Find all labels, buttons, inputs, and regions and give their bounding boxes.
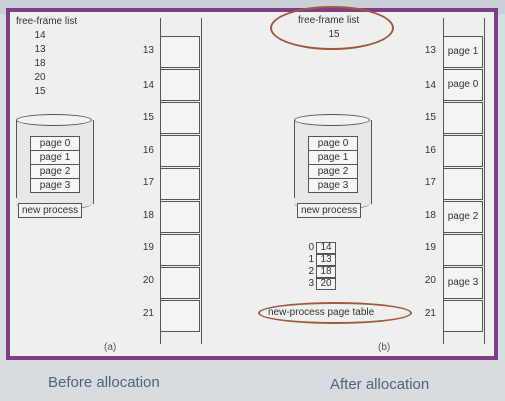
- page-item: page 3: [39, 180, 71, 191]
- memory-frame: [443, 300, 483, 332]
- caption-b: (b): [378, 342, 391, 353]
- page-table-row: 0 14: [304, 242, 344, 254]
- frame-number-a: 17: [142, 177, 154, 188]
- memory-frame: [160, 168, 200, 200]
- page-table-index: 2: [308, 266, 314, 277]
- free-frame-list-title-a: free-frame list: [16, 16, 78, 27]
- frame-number-b: 14: [424, 80, 436, 91]
- memory-frame: page 2: [443, 201, 483, 233]
- page-table-row: 1 13: [304, 254, 344, 266]
- page-item: page 1: [309, 151, 357, 165]
- frame-number-a: 14: [142, 80, 154, 91]
- page-table-row: 3 20: [304, 278, 344, 290]
- disk-cylinder-a: page 0 page 1 page 2 page 3: [16, 114, 94, 214]
- free-frame-a-3: 20: [34, 72, 46, 83]
- frame-number-b: 18: [424, 210, 436, 221]
- memory-frame: page 0: [443, 69, 483, 101]
- page-item: page 0: [31, 137, 79, 151]
- page-table-index: 3: [308, 278, 314, 289]
- memory-frame: page 3: [443, 267, 483, 299]
- page-table-frame: 18: [316, 266, 336, 278]
- memory-frame: [160, 36, 200, 68]
- memory-frame: [443, 234, 483, 266]
- frame-number-b: 17: [424, 177, 436, 188]
- memory-frame: [160, 135, 200, 167]
- page-table-highlight-oval: [258, 302, 412, 324]
- frame-number-b: 15: [424, 112, 436, 123]
- page-table-index: 1: [308, 254, 314, 265]
- free-frame-list-title-b: free-frame list: [298, 15, 360, 26]
- frame-number-a: 15: [142, 112, 154, 123]
- frame-number-b: 20: [424, 275, 436, 286]
- before-allocation-label: Before allocation: [48, 374, 160, 391]
- page-item: page 0: [309, 137, 357, 151]
- physical-memory-a: [160, 18, 202, 344]
- new-process-label-a: new process: [18, 203, 83, 218]
- memory-frame: [443, 168, 483, 200]
- page-item: page 2: [31, 165, 79, 179]
- frame-number-a: 20: [142, 275, 154, 286]
- frame-number-b: 19: [424, 242, 436, 253]
- frame-number-b: 13: [424, 45, 436, 56]
- new-process-label-b: new process: [297, 203, 362, 218]
- page-table-label: new-process page table: [268, 307, 375, 318]
- free-frame-a-1: 13: [34, 44, 46, 55]
- memory-frame: page 1: [443, 36, 483, 68]
- caption-a: (a): [104, 342, 117, 353]
- disk-cylinder-b: page 0 page 1 page 2 page 3: [294, 114, 372, 214]
- after-allocation-label: After allocation: [330, 376, 430, 393]
- frame-number-b: 16: [424, 145, 436, 156]
- free-frame-b-0: 15: [328, 29, 340, 40]
- free-frame-highlight-oval: [270, 6, 394, 50]
- page-table-index: 0: [308, 242, 314, 253]
- free-frame-a-4: 15: [34, 86, 46, 97]
- page-item: page 2: [309, 165, 357, 179]
- page-table-frame: 14: [316, 242, 336, 254]
- page-item: page 1: [31, 151, 79, 165]
- memory-frame: [160, 300, 200, 332]
- page-table-frame: 20: [316, 278, 336, 290]
- frame-number-a: 13: [142, 45, 154, 56]
- frame-number-b: 21: [424, 308, 436, 319]
- page-table-row: 2 18: [304, 266, 344, 278]
- free-frame-a-2: 18: [34, 58, 46, 69]
- process-pages-a: page 0 page 1 page 2 page 3: [30, 136, 80, 193]
- memory-frame: [160, 267, 200, 299]
- free-frame-a-0: 14: [34, 30, 46, 41]
- memory-frame: [443, 135, 483, 167]
- page-item: page 3: [317, 180, 349, 191]
- memory-frame: [160, 234, 200, 266]
- frame-number-a: 18: [142, 210, 154, 221]
- page-table-frame: 13: [316, 254, 336, 266]
- physical-memory-b: page 1 page 0 page 2 page 3: [443, 18, 485, 344]
- memory-frame: [443, 102, 483, 134]
- memory-frame: [160, 69, 200, 101]
- process-pages-b: page 0 page 1 page 2 page 3: [308, 136, 358, 193]
- frame-number-a: 16: [142, 145, 154, 156]
- memory-frame: [160, 201, 200, 233]
- frame-number-a: 21: [142, 308, 154, 319]
- memory-frame: [160, 102, 200, 134]
- frame-number-a: 19: [142, 242, 154, 253]
